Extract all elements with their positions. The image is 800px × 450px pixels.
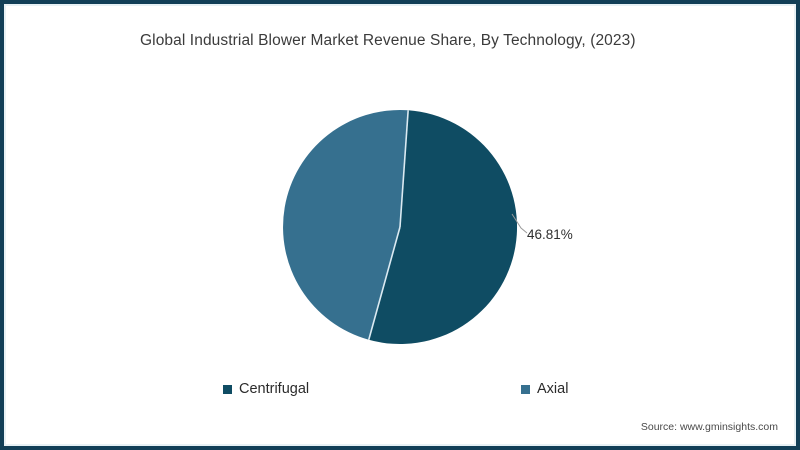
chart-legend: Centrifugal Axial [0,378,800,400]
pie-slice-separator [399,110,409,228]
legend-item-axial[interactable]: Axial [521,378,568,400]
pie-slice-centrifugal[interactable] [368,110,518,345]
source-attribution: Source: www.gminsights.com [640,421,778,433]
leader-lines [511,213,528,234]
pie-slice-separator [367,226,401,340]
pie-slice-axial[interactable] [283,110,409,340]
legend-item-centrifugal[interactable]: Centrifugal [223,378,309,400]
pie-label-axial: 46.81% [527,227,573,242]
legend-swatch-icon [521,384,530,394]
legend-swatch-icon [223,384,232,394]
pie-slices [283,110,518,345]
legend-label-centrifugal: Centrifugal [239,381,310,397]
leader-line-axial [511,213,528,234]
chart-title: Global Industrial Blower Market Revenue … [140,32,636,49]
legend-label-axial: Axial [537,381,569,397]
